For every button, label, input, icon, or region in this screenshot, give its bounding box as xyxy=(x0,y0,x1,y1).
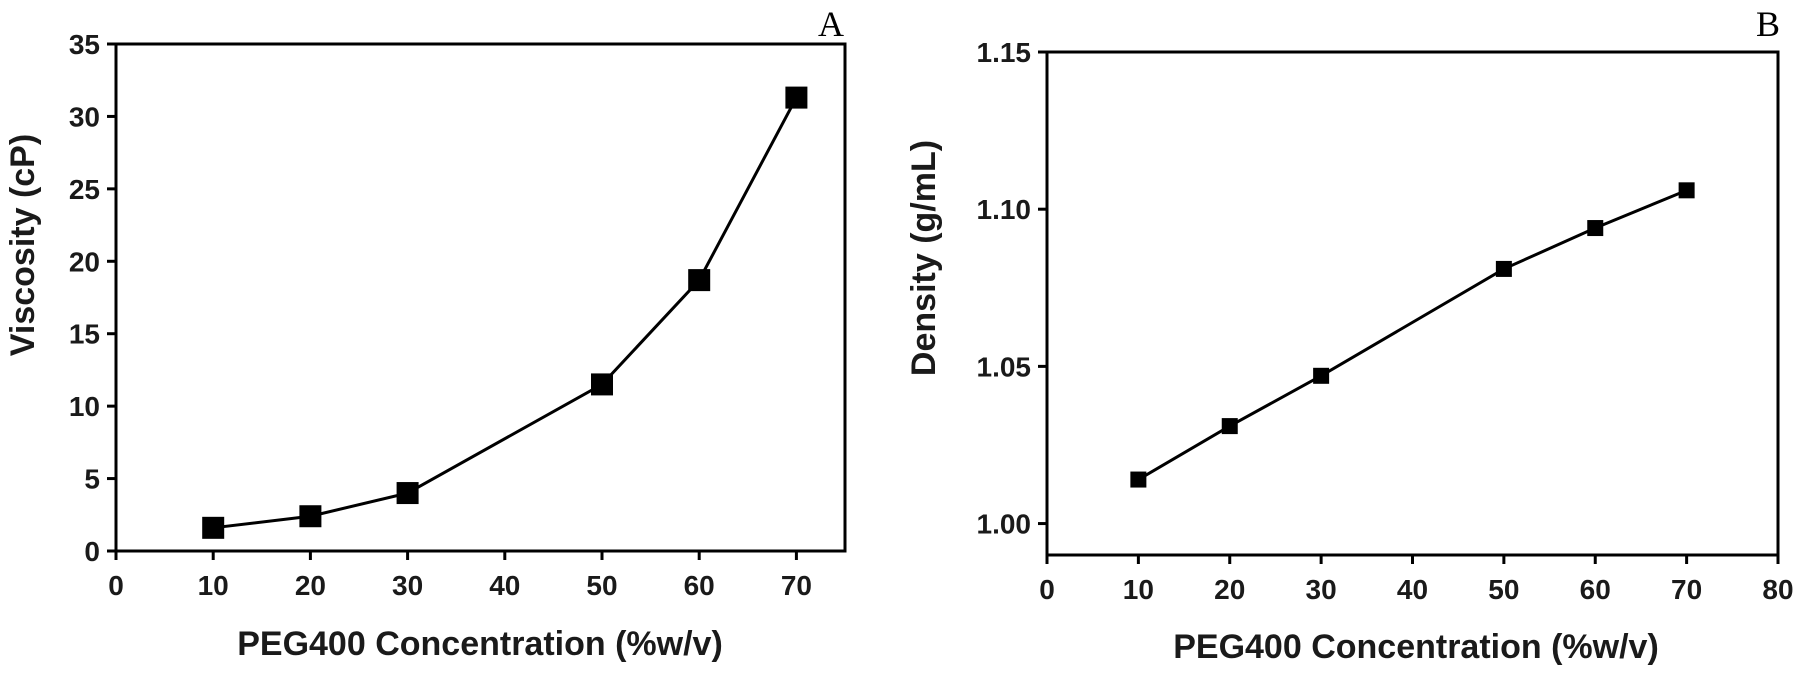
x-tick-label-b: 50 xyxy=(1488,574,1519,605)
y-tick-label-a: 10 xyxy=(69,391,100,422)
y-axis-title-a: Viscosity (cP) xyxy=(4,134,42,356)
y-tick-label-a: 30 xyxy=(69,101,100,132)
x-tick-label-b: 20 xyxy=(1214,574,1245,605)
y-axis-title-b: Density (g/mL) xyxy=(905,140,943,376)
y-tick-label-a: 25 xyxy=(69,174,100,205)
data-point-b xyxy=(1495,260,1512,277)
y-tick-label-b: 1.10 xyxy=(977,194,1032,225)
data-point-a xyxy=(299,505,322,528)
y-tick-label-a: 35 xyxy=(69,29,100,60)
viscosity-chart: A PEG400 Concentration (%w/v) Viscosity … xyxy=(4,4,847,663)
x-tick-label-b: 10 xyxy=(1123,574,1154,605)
data-point-a xyxy=(785,86,808,109)
x-tick-label-a: 20 xyxy=(295,570,326,601)
x-tick-label-a: 0 xyxy=(108,570,124,601)
x-tick-label-b: 40 xyxy=(1397,574,1428,605)
plot-frame-a xyxy=(114,42,847,553)
panel-label-a: A xyxy=(818,4,844,44)
x-tick-label-b: 60 xyxy=(1580,574,1611,605)
x-tick-label-b: 80 xyxy=(1762,574,1793,605)
x-axis-title-a: PEG400 Concentration (%w/v) xyxy=(237,625,723,663)
x-tick-label-a: 50 xyxy=(586,570,617,601)
y-tick-label-a: 5 xyxy=(84,464,100,495)
y-tick-label-b: 1.00 xyxy=(977,509,1032,540)
x-tick-label-a: 60 xyxy=(684,570,715,601)
y-tick-label-a: 0 xyxy=(84,536,100,567)
y-tick-label-b: 1.15 xyxy=(977,37,1032,68)
data-point-b xyxy=(1678,182,1695,199)
data-point-a xyxy=(688,269,711,292)
y-tick-label-a: 15 xyxy=(69,319,100,350)
data-point-a xyxy=(396,482,419,505)
x-tick-label-b: 30 xyxy=(1306,574,1337,605)
x-tick-label-a: 30 xyxy=(392,570,423,601)
data-point-a xyxy=(591,373,613,396)
data-point-b xyxy=(1313,367,1330,384)
panel-label-b: B xyxy=(1756,4,1780,44)
y-tick-label-a: 20 xyxy=(69,246,100,277)
series-line-a xyxy=(213,96,798,530)
x-tick-label-a: 10 xyxy=(198,570,229,601)
y-tick-label-b: 1.05 xyxy=(977,351,1032,382)
data-point-b xyxy=(1587,220,1604,237)
x-tick-label-a: 40 xyxy=(489,570,520,601)
x-tick-label-a: 70 xyxy=(781,570,812,601)
data-point-a xyxy=(202,516,225,539)
series-line-b xyxy=(1137,188,1688,481)
plot-frame-b xyxy=(1045,50,1780,557)
x-axis-title-b: PEG400 Concentration (%w/v) xyxy=(1173,628,1659,666)
x-tick-label-b: 70 xyxy=(1671,574,1702,605)
data-point-b xyxy=(1221,418,1238,435)
x-tick-label-b: 0 xyxy=(1039,574,1055,605)
data-point-b xyxy=(1130,471,1147,488)
density-chart: B PEG400 Concentration (%w/v) Density (g… xyxy=(905,4,1794,666)
